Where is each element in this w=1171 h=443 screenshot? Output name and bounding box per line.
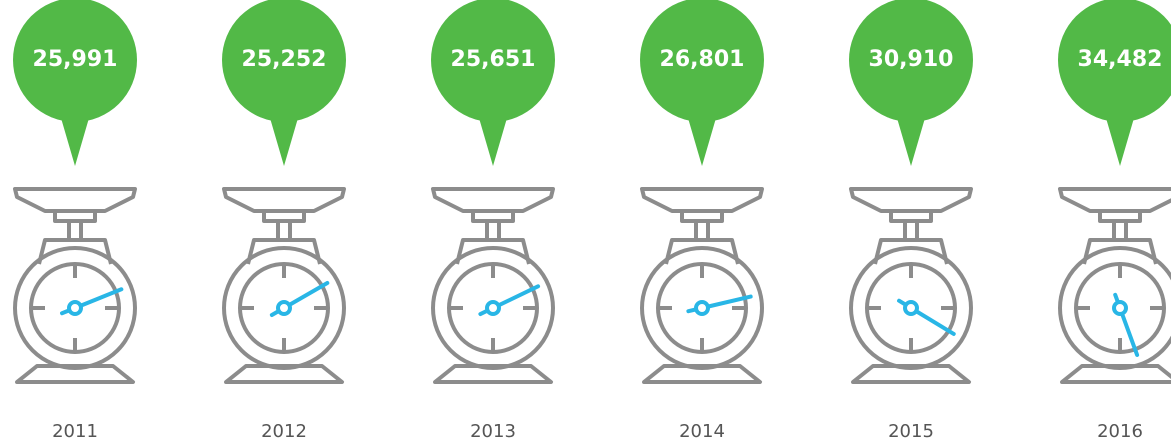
scale-stem — [1098, 209, 1142, 223]
bubble-pointer — [897, 118, 925, 166]
needle-hub — [276, 300, 292, 316]
needle-hub — [485, 300, 501, 316]
year-label: 2013 — [470, 421, 516, 442]
year-label: 2015 — [888, 421, 934, 442]
scale-neck — [276, 221, 292, 240]
scale-shoulder — [664, 238, 740, 265]
value-label: 25,991 — [33, 47, 118, 72]
dial-ticks — [240, 264, 328, 352]
bubble-pointer — [1106, 118, 1134, 166]
value-label: 26,801 — [660, 47, 745, 72]
dial-ticks — [1076, 264, 1164, 352]
scale-shoulder — [455, 238, 531, 265]
scale-stem — [262, 209, 306, 223]
scale-base — [642, 364, 762, 384]
scale-base — [1060, 364, 1171, 384]
year-label: 2011 — [52, 421, 98, 442]
bubble — [431, 0, 555, 122]
value-label: 25,252 — [242, 47, 327, 72]
scale-stem — [471, 209, 515, 223]
bubble-pointer — [61, 118, 89, 166]
bubble — [13, 0, 137, 122]
year-label: 2016 — [1097, 421, 1143, 442]
scale-pan — [431, 187, 555, 213]
scale-shoulder — [37, 238, 113, 265]
scale-neck — [1112, 221, 1128, 240]
dial-ticks — [449, 264, 537, 352]
bubble-pointer — [688, 118, 716, 166]
scale-shoulder — [246, 238, 322, 265]
scale-pan — [849, 187, 973, 213]
scale-neck — [485, 221, 501, 240]
needle-hub — [694, 300, 710, 316]
value-label: 34,482 — [1078, 47, 1163, 72]
scale-pan — [640, 187, 764, 213]
needle-hub — [67, 300, 83, 316]
scale-neck — [903, 221, 919, 240]
scale-stem — [889, 209, 933, 223]
year-label: 2012 — [261, 421, 307, 442]
scale-neck — [694, 221, 710, 240]
dial-ticks — [867, 264, 955, 352]
scale-stem — [53, 209, 97, 223]
needle-hub — [903, 300, 919, 316]
scale-base — [15, 364, 135, 384]
bubble — [640, 0, 764, 122]
scale-stem — [680, 209, 724, 223]
scale-shoulder — [1082, 238, 1158, 265]
dial-ticks — [31, 264, 119, 352]
scale-pan — [222, 187, 346, 213]
value-label: 30,910 — [869, 47, 954, 72]
bubble-pointer — [479, 118, 507, 166]
scale-shoulder — [873, 238, 949, 265]
scale-pan — [1058, 187, 1171, 213]
needle-hub — [1112, 300, 1128, 316]
bubble — [222, 0, 346, 122]
scale-base — [433, 364, 553, 384]
scale-pan — [13, 187, 137, 213]
scale-base — [851, 364, 971, 384]
scale-neck — [67, 221, 83, 240]
bubble-pointer — [270, 118, 298, 166]
value-label: 25,651 — [451, 47, 536, 72]
scale-base — [224, 364, 344, 384]
year-label: 2014 — [679, 421, 725, 442]
dial-ticks — [658, 264, 746, 352]
bubble — [1058, 0, 1171, 122]
bubble — [849, 0, 973, 122]
